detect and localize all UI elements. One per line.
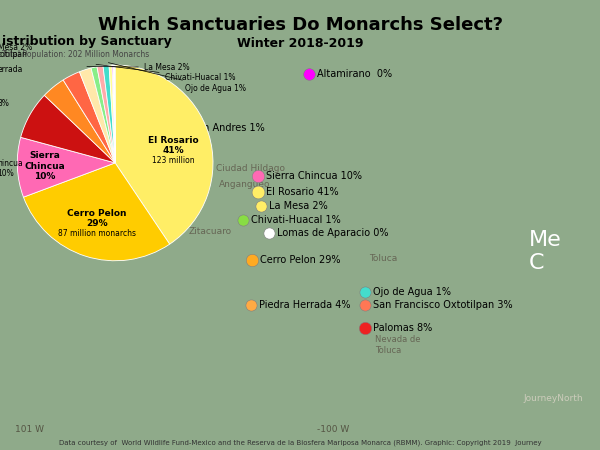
Text: 8%: 8%	[0, 99, 10, 108]
Point	[178, 125, 188, 132]
Text: El Rosario 41%: El Rosario 41%	[266, 187, 338, 197]
Point	[246, 302, 256, 309]
Text: Total Population: 202 Million Monarchs: Total Population: 202 Million Monarchs	[2, 50, 149, 59]
Text: Toluca: Toluca	[369, 254, 397, 263]
Text: Sierra Chincua 10%: Sierra Chincua 10%	[266, 171, 362, 181]
Text: Chivati-Huacal 1%: Chivati-Huacal 1%	[251, 215, 341, 225]
Wedge shape	[109, 65, 115, 163]
Text: La Mesa 2%: La Mesa 2%	[87, 63, 190, 72]
Point	[253, 188, 263, 195]
Point	[304, 71, 314, 78]
Text: Me
C: Me C	[529, 230, 562, 273]
Text: Mil Cumbres <1%: Mil Cumbres <1%	[113, 143, 200, 153]
Text: Zitacuaro: Zitacuaro	[189, 227, 232, 236]
Point	[360, 324, 370, 331]
Wedge shape	[63, 72, 115, 163]
Text: Chivati-Huacal 1%: Chivati-Huacal 1%	[96, 64, 235, 82]
Wedge shape	[23, 163, 170, 261]
Text: Winter 2018-2019: Winter 2018-2019	[237, 37, 363, 50]
Text: Sierra
Chincua
10%: Sierra Chincua 10%	[25, 151, 65, 181]
Text: Lomas de Aparacio 0%: Lomas de Aparacio 0%	[277, 228, 388, 238]
Point	[360, 288, 370, 295]
Wedge shape	[97, 66, 115, 163]
Wedge shape	[79, 68, 115, 163]
Text: Cerro Pelon 29%: Cerro Pelon 29%	[260, 255, 340, 265]
Wedge shape	[103, 65, 115, 163]
Point	[253, 173, 263, 180]
Text: San Andres 1%: San Andres 1%	[191, 123, 265, 133]
Text: -100 W: -100 W	[317, 425, 349, 434]
Text: istribution by Sanctuary: istribution by Sanctuary	[2, 35, 172, 48]
Text: errada: errada	[0, 65, 23, 74]
Text: 123 million: 123 million	[152, 156, 194, 165]
Text: 101 W: 101 W	[15, 425, 44, 434]
Point	[360, 302, 370, 309]
Text: JourneyNorth: JourneyNorth	[523, 394, 583, 403]
Text: Altamirano  0%: Altamirano 0%	[317, 69, 392, 79]
Wedge shape	[112, 65, 115, 163]
Point	[264, 230, 274, 237]
Text: Cerro Pelon
29%: Cerro Pelon 29%	[67, 209, 127, 229]
Wedge shape	[17, 137, 115, 197]
Wedge shape	[115, 65, 213, 244]
Text: Data courtesy of  World Wildlife Fund-Mexico and the Reserva de la Biosfera Mari: Data courtesy of World Wildlife Fund-Mex…	[59, 439, 541, 446]
Wedge shape	[91, 67, 115, 163]
Text: Ciudad Hildago: Ciudad Hildago	[216, 164, 285, 173]
Point	[256, 202, 266, 210]
Point	[100, 144, 110, 151]
Point	[247, 256, 257, 264]
Text: Nevada de
Toluca: Nevada de Toluca	[375, 335, 421, 355]
Text: El Rosario
41%: El Rosario 41%	[148, 135, 199, 155]
Text: Which Sanctuaries Do Monarchs Select?: Which Sanctuaries Do Monarchs Select?	[97, 16, 503, 34]
Wedge shape	[44, 80, 115, 163]
Text: hincua
10%: hincua 10%	[0, 159, 23, 178]
Text: Mesa 2%: Mesa 2%	[0, 43, 32, 52]
Text: Angangueo: Angangueo	[219, 180, 271, 189]
Wedge shape	[113, 65, 115, 163]
Text: 87 million monarchs: 87 million monarchs	[58, 229, 136, 238]
Text: totilpan: totilpan	[0, 50, 28, 59]
Text: La Mesa 2%: La Mesa 2%	[269, 201, 328, 211]
Text: San Francisco Oxtotilpan 3%: San Francisco Oxtotilpan 3%	[373, 300, 512, 310]
Point	[238, 216, 248, 223]
Wedge shape	[20, 95, 115, 163]
Text: Palomas 8%: Palomas 8%	[373, 323, 432, 333]
Text: Ojo de Agua 1%: Ojo de Agua 1%	[109, 63, 247, 93]
Text: Ojo de Agua 1%: Ojo de Agua 1%	[373, 287, 451, 297]
Text: Piedra Herrada 4%: Piedra Herrada 4%	[259, 300, 350, 310]
